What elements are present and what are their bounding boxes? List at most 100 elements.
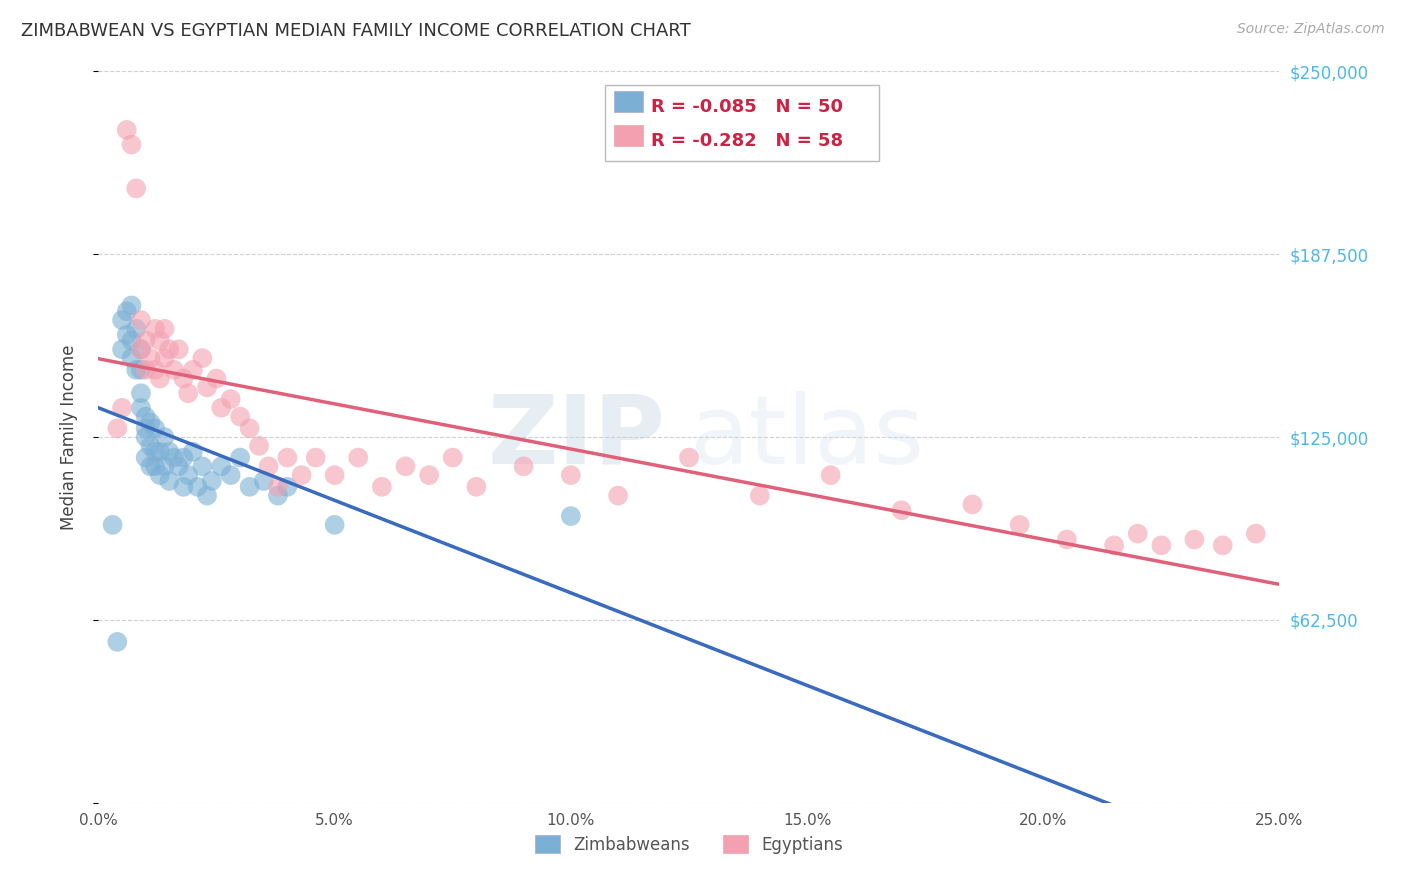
Point <box>239 421 262 435</box>
Point <box>101 517 124 532</box>
Point <box>209 401 232 415</box>
Point <box>105 421 128 435</box>
Point <box>115 304 138 318</box>
Point <box>560 468 582 483</box>
Point <box>129 343 152 357</box>
Point <box>195 380 218 394</box>
Point <box>121 137 143 152</box>
Point <box>149 371 172 385</box>
Point <box>157 343 180 357</box>
Point <box>394 459 416 474</box>
Point <box>167 459 190 474</box>
Point <box>157 474 180 488</box>
Point <box>441 450 464 465</box>
Y-axis label: Median Family Income: Median Family Income <box>59 344 77 530</box>
Point <box>678 450 700 465</box>
Point <box>253 474 276 488</box>
Point <box>163 363 186 377</box>
Point <box>135 409 157 424</box>
Point <box>181 363 204 377</box>
Point <box>163 450 186 465</box>
Point <box>115 327 138 342</box>
Point <box>290 468 312 483</box>
Point <box>1008 517 1031 532</box>
Point <box>149 334 172 348</box>
Point <box>143 444 166 458</box>
Point <box>962 497 984 511</box>
Point <box>1102 538 1125 552</box>
Point <box>1244 526 1267 541</box>
Point <box>191 459 214 474</box>
Point <box>157 444 180 458</box>
Point <box>149 444 172 458</box>
Point <box>181 444 204 458</box>
Text: R = -0.085   N = 50: R = -0.085 N = 50 <box>651 98 844 116</box>
Point <box>129 363 152 377</box>
Text: R = -0.282   N = 58: R = -0.282 N = 58 <box>651 132 844 150</box>
Point <box>512 459 534 474</box>
Point <box>121 351 143 365</box>
Point <box>323 468 346 483</box>
Point <box>172 371 194 385</box>
Point <box>187 480 209 494</box>
Point <box>347 450 370 465</box>
Point <box>465 480 488 494</box>
Text: Source: ZipAtlas.com: Source: ZipAtlas.com <box>1237 22 1385 37</box>
Point <box>1150 538 1173 552</box>
Point <box>1184 533 1206 547</box>
Point <box>890 503 912 517</box>
Point <box>177 386 200 401</box>
Point <box>153 459 176 474</box>
Point <box>143 322 166 336</box>
Point <box>135 430 157 444</box>
Legend: Zimbabweans, Egyptians: Zimbabweans, Egyptians <box>529 829 849 860</box>
Point <box>143 421 166 435</box>
Text: ZIMBABWEAN VS EGYPTIAN MEDIAN FAMILY INCOME CORRELATION CHART: ZIMBABWEAN VS EGYPTIAN MEDIAN FAMILY INC… <box>21 22 690 40</box>
Text: atlas: atlas <box>689 391 924 483</box>
Point <box>607 489 630 503</box>
Point <box>276 480 298 494</box>
Point <box>177 468 200 483</box>
Point <box>239 480 262 494</box>
Point <box>305 450 328 465</box>
Point <box>820 468 842 483</box>
Point <box>139 439 162 453</box>
Point <box>167 343 190 357</box>
Point <box>153 351 176 365</box>
Point <box>105 635 128 649</box>
Point <box>209 459 232 474</box>
Point <box>129 343 152 357</box>
Text: ZIP: ZIP <box>488 391 665 483</box>
Point <box>139 416 162 430</box>
Point <box>191 351 214 365</box>
Point <box>139 459 162 474</box>
Point <box>135 450 157 465</box>
Point <box>229 409 252 424</box>
Point <box>139 351 162 365</box>
Point <box>125 181 148 195</box>
Point <box>219 468 242 483</box>
Point <box>323 517 346 532</box>
Point <box>111 343 134 357</box>
Point <box>111 313 134 327</box>
Point <box>111 401 134 415</box>
Point <box>257 459 280 474</box>
Point <box>153 430 176 444</box>
Point <box>125 363 148 377</box>
Point <box>201 474 224 488</box>
Point <box>121 298 143 312</box>
Point <box>195 489 218 503</box>
Point <box>149 468 172 483</box>
Point <box>135 363 157 377</box>
Point <box>748 489 770 503</box>
Point <box>121 334 143 348</box>
Point <box>267 489 290 503</box>
Point <box>129 386 152 401</box>
Point <box>418 468 440 483</box>
Point <box>153 322 176 336</box>
Point <box>172 450 194 465</box>
Point <box>135 421 157 435</box>
Point <box>129 313 152 327</box>
Point <box>247 439 270 453</box>
Point <box>371 480 394 494</box>
